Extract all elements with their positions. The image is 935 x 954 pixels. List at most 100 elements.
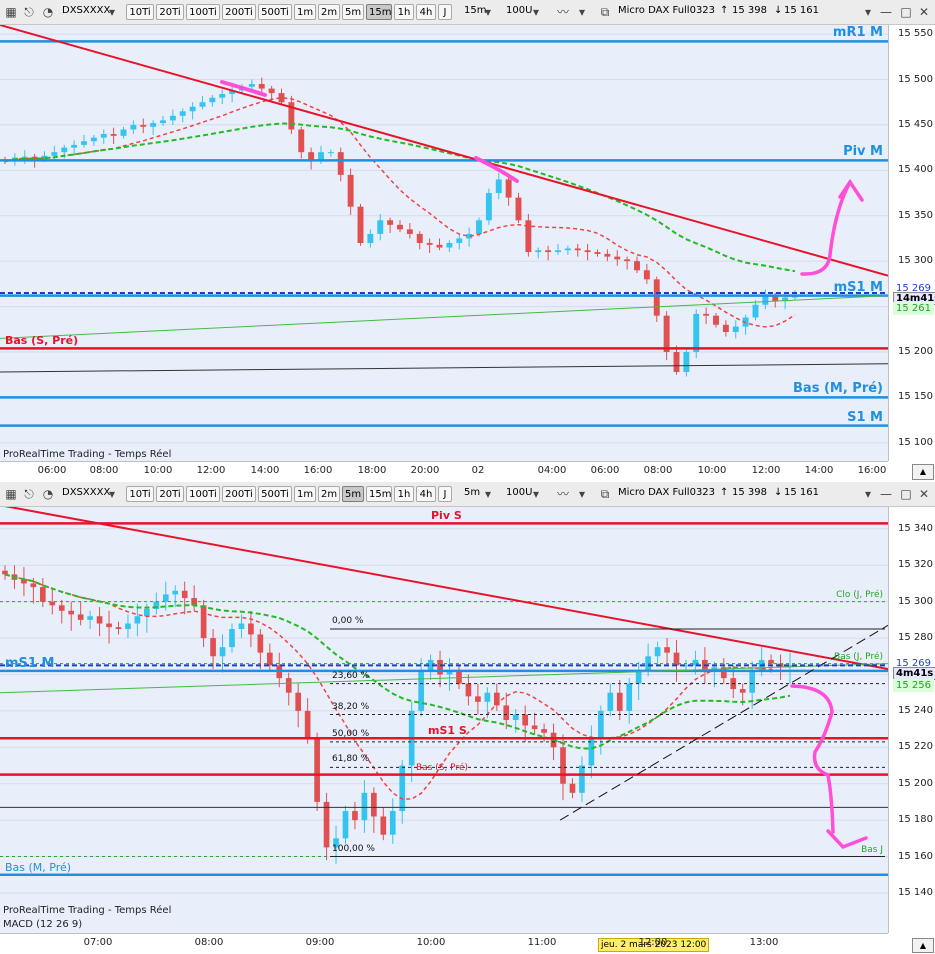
x-tick-label: 14:00 <box>250 465 280 476</box>
grid-icon[interactable]: ▦ <box>5 487 17 501</box>
bottom-toolbar <box>0 482 935 507</box>
bottom-chart-plot[interactable]: ProRealTime Trading - Temps Réel MACD (1… <box>0 507 888 933</box>
symbol-label[interactable]: DXSXXXX <box>62 487 111 498</box>
period-select[interactable]: 15m <box>464 5 487 16</box>
candle <box>626 678 633 724</box>
timeframe-button-200ti[interactable]: 200Ti <box>222 486 256 502</box>
bottom-chart-svg[interactable] <box>0 507 888 933</box>
bottom-scroll-button[interactable]: ▲ <box>912 938 934 953</box>
indicator-icon[interactable]: 〰 <box>556 5 569 19</box>
down-arrow-icon: ↓ <box>774 5 783 16</box>
moving-average-red <box>4 573 790 800</box>
level-label: Piv M <box>843 144 883 160</box>
timeframe-button-2m[interactable]: 2m <box>318 4 340 20</box>
macd-label: MACD (12 26 9) <box>3 919 83 930</box>
candle <box>683 659 689 671</box>
grid-icon[interactable]: ▦ <box>5 5 17 19</box>
candle-body <box>584 250 591 253</box>
menu-dropdown-icon[interactable]: ▾ <box>864 487 872 501</box>
close-icon[interactable]: ✕ <box>918 5 930 19</box>
timeframe-button-15m[interactable]: 15m <box>366 486 392 502</box>
candle <box>604 249 611 262</box>
top-time-axis[interactable] <box>0 461 888 482</box>
candle-body <box>564 248 571 251</box>
candle-body <box>604 253 611 257</box>
bottom-price-axis[interactable] <box>888 507 935 933</box>
timeframe-button-2m[interactable]: 2m <box>318 486 340 502</box>
timeframe-button-1m[interactable]: 1m <box>294 4 316 20</box>
indicator-icon[interactable]: 〰 <box>556 487 569 501</box>
candle-body <box>2 570 8 575</box>
symbol-dropdown-icon[interactable]: ▾ <box>108 5 116 19</box>
timeframe-button-100ti[interactable]: 100Ti <box>186 486 220 502</box>
timeframe-button-10ti[interactable]: 10Ti <box>126 4 154 20</box>
timeframe-button-j[interactable]: J <box>438 486 452 502</box>
symbol-dropdown-icon[interactable]: ▾ <box>108 487 116 501</box>
top-chart-svg[interactable] <box>0 25 888 461</box>
candle <box>752 300 759 321</box>
candle-body <box>288 102 295 130</box>
x-tick-label: 08:00 <box>89 465 119 476</box>
timeframe-button-15m[interactable]: 15m <box>366 4 392 20</box>
units-dropdown-icon[interactable]: ▾ <box>532 5 540 19</box>
candle <box>229 623 235 653</box>
link-icon[interactable]: ⎋ <box>24 5 34 19</box>
menu-dropdown-icon[interactable]: ▾ <box>864 5 872 19</box>
maximize-icon[interactable]: □ <box>900 5 912 19</box>
timeframe-button-4h[interactable]: 4h <box>416 486 436 502</box>
candle <box>614 250 621 266</box>
timeframe-button-20ti[interactable]: 20Ti <box>156 4 184 20</box>
timeframe-button-1m[interactable]: 1m <box>294 486 316 502</box>
timeframe-button-500ti[interactable]: 500Ti <box>258 4 292 20</box>
timeframe-button-1h[interactable]: 1h <box>394 4 414 20</box>
candle <box>505 176 512 206</box>
timeframe-button-1h[interactable]: 1h <box>394 486 414 502</box>
indicator-dropdown-icon[interactable]: ▾ <box>578 487 586 501</box>
top-scroll-button[interactable]: ▲ <box>912 464 934 480</box>
candle-body <box>380 816 387 835</box>
level-label: S1 M <box>847 409 883 425</box>
candle-body <box>654 647 661 657</box>
timeframe-button-200ti[interactable]: 200Ti <box>222 4 256 20</box>
timeframe-button-20ti[interactable]: 20Ti <box>156 486 184 502</box>
candle-body <box>531 725 538 730</box>
period-dropdown-icon[interactable]: ▾ <box>484 5 492 19</box>
candle-body <box>465 683 472 697</box>
units-select[interactable]: 100U <box>506 5 533 16</box>
minimize-icon[interactable]: — <box>880 5 892 19</box>
timeframe-button-5m[interactable]: 5m <box>342 486 364 502</box>
window-icon[interactable]: ⧉ <box>600 5 610 19</box>
link-icon[interactable]: ⎋ <box>24 487 34 501</box>
candle-body <box>106 623 112 628</box>
top-chart-plot[interactable]: ProRealTime Trading - Temps Réel <box>0 25 888 461</box>
indicator-dropdown-icon[interactable]: ▾ <box>578 5 586 19</box>
clock-icon[interactable]: ◔ <box>42 487 54 501</box>
period-dropdown-icon[interactable]: ▾ <box>484 487 492 501</box>
maximize-icon[interactable]: □ <box>900 487 912 501</box>
timeframe-button-100ti[interactable]: 100Ti <box>186 4 220 20</box>
timeframe-button-10ti[interactable]: 10Ti <box>126 486 154 502</box>
symbol-label[interactable]: DXSXXXX <box>62 5 111 16</box>
candle <box>594 249 601 257</box>
timeframe-button-j[interactable]: J <box>438 4 452 20</box>
timeframe-button-5m[interactable]: 5m <box>342 4 364 20</box>
top-price-axis[interactable] <box>888 25 935 461</box>
units-dropdown-icon[interactable]: ▾ <box>532 487 540 501</box>
timeframe-button-500ti[interactable]: 500Ti <box>258 486 292 502</box>
candle-body <box>782 297 789 302</box>
candle-body <box>456 238 463 243</box>
candle-body <box>323 801 330 848</box>
candle-body <box>663 315 670 352</box>
close-icon[interactable]: ✕ <box>918 487 930 501</box>
x-tick-label: 06:00 <box>590 465 620 476</box>
candle-body <box>505 179 512 198</box>
minimize-icon[interactable]: — <box>880 487 892 501</box>
candle <box>406 223 413 239</box>
candle <box>209 94 216 107</box>
units-select[interactable]: 100U <box>506 487 533 498</box>
timeframe-button-4h[interactable]: 4h <box>416 4 436 20</box>
window-icon[interactable]: ⧉ <box>600 487 610 501</box>
period-select[interactable]: 5m <box>464 487 481 498</box>
clock-icon[interactable]: ◔ <box>42 5 54 19</box>
candle <box>416 231 423 250</box>
